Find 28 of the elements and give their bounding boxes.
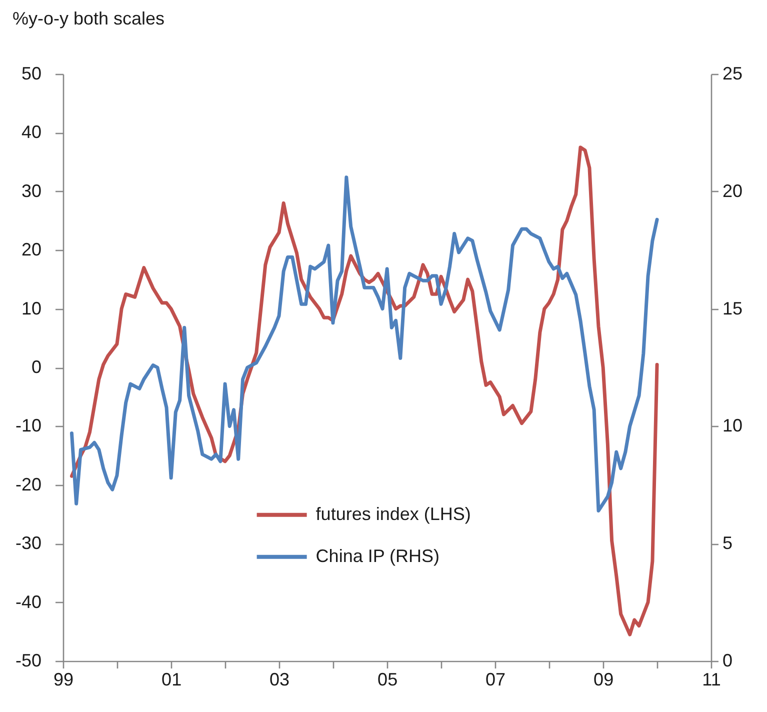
y-tick-label: 0 — [31, 357, 42, 377]
y-axis-title: %y-o-y both scales — [12, 8, 165, 28]
x-tick-label: 07 — [485, 670, 506, 690]
y2-tick-label: 25 — [722, 64, 743, 84]
x-tick-label: 11 — [702, 670, 721, 690]
y2-tick-label: 0 — [722, 650, 733, 670]
y-tick-label: -50 — [15, 650, 42, 670]
y-tick-label: 50 — [21, 64, 42, 84]
x-tick-label: 05 — [378, 670, 398, 690]
legend-label: futures index (LHS) — [316, 504, 471, 524]
y2-tick-label: 10 — [722, 416, 743, 436]
y2-tick-label: 15 — [722, 298, 743, 318]
y2-tick-label: 20 — [722, 180, 743, 201]
y2-tick-label: 5 — [722, 533, 733, 554]
x-tick-label: 99 — [53, 670, 74, 690]
y-tick-label: -10 — [15, 416, 42, 436]
y-tick-label: -30 — [15, 533, 42, 554]
x-tick-label: 03 — [269, 670, 290, 690]
y-tick-label: 40 — [21, 122, 42, 142]
line-series — [70, 146, 659, 636]
x-tick-label: 09 — [594, 670, 614, 690]
x-tick-label: 01 — [162, 670, 182, 690]
y-tick-label: 30 — [21, 180, 42, 201]
y-tick-label: -20 — [15, 474, 42, 494]
y-tick-label: 10 — [21, 298, 42, 318]
y-tick-label: 20 — [21, 240, 42, 260]
legend-label: China IP (RHS) — [316, 546, 440, 566]
y-tick-label: -40 — [15, 592, 42, 612]
